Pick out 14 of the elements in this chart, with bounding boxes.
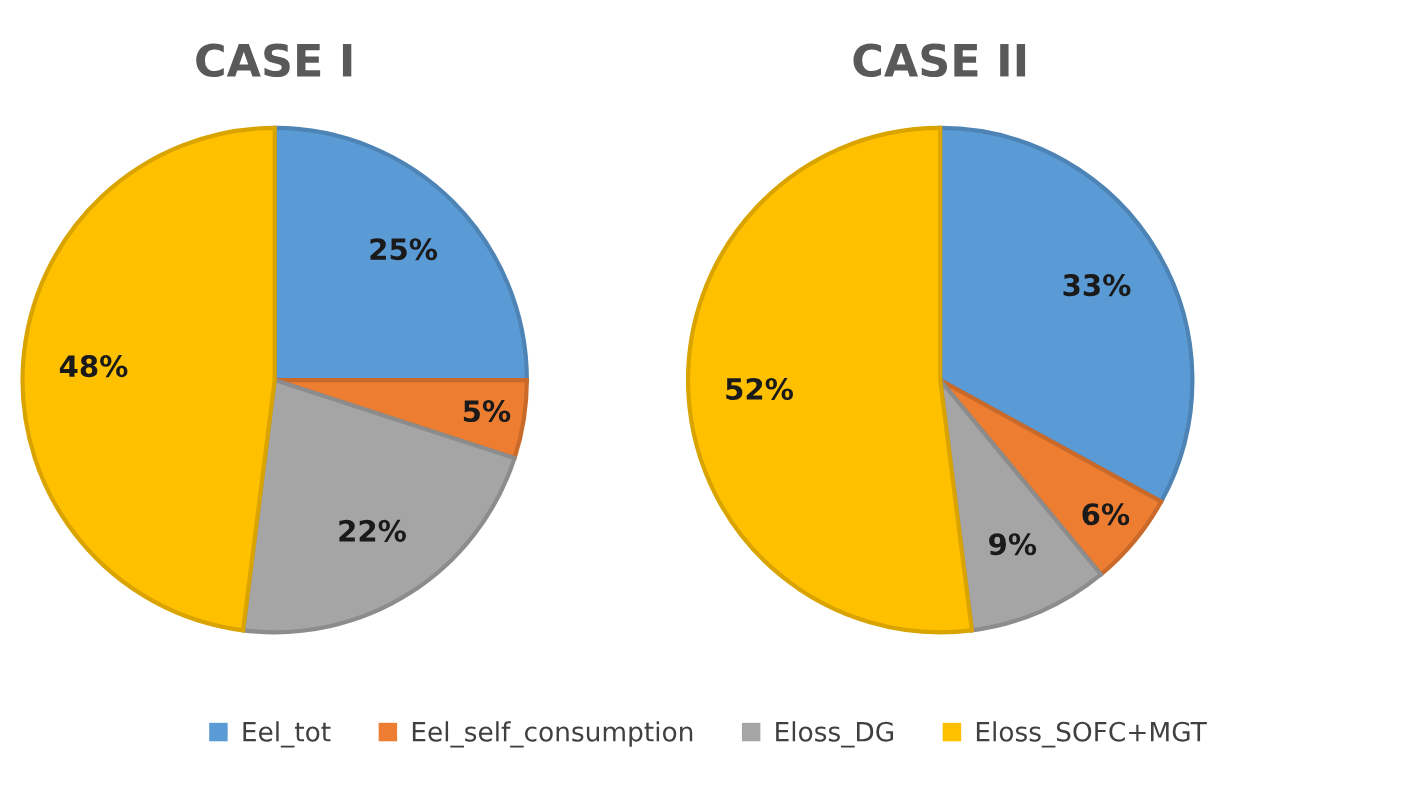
data-label: 22% <box>339 519 406 542</box>
legend-label: Eel_self_consumption <box>412 721 693 748</box>
legend-label: Eel_tot <box>243 721 331 748</box>
data-label: 5% <box>463 400 511 423</box>
legend-label: Eloss_SOFC+MGT <box>976 721 1207 748</box>
data-label: 52% <box>726 377 793 400</box>
data-label: 48% <box>59 355 128 378</box>
data-label: 33% <box>1063 274 1131 297</box>
chart-title: CASE I <box>196 43 352 78</box>
data-label: 9% <box>989 533 1037 556</box>
legend-label: Eloss_DG <box>776 721 894 748</box>
chart-title: CASE II <box>853 43 1026 78</box>
data-label: 25% <box>370 238 438 261</box>
data-label: 6% <box>1082 503 1130 526</box>
